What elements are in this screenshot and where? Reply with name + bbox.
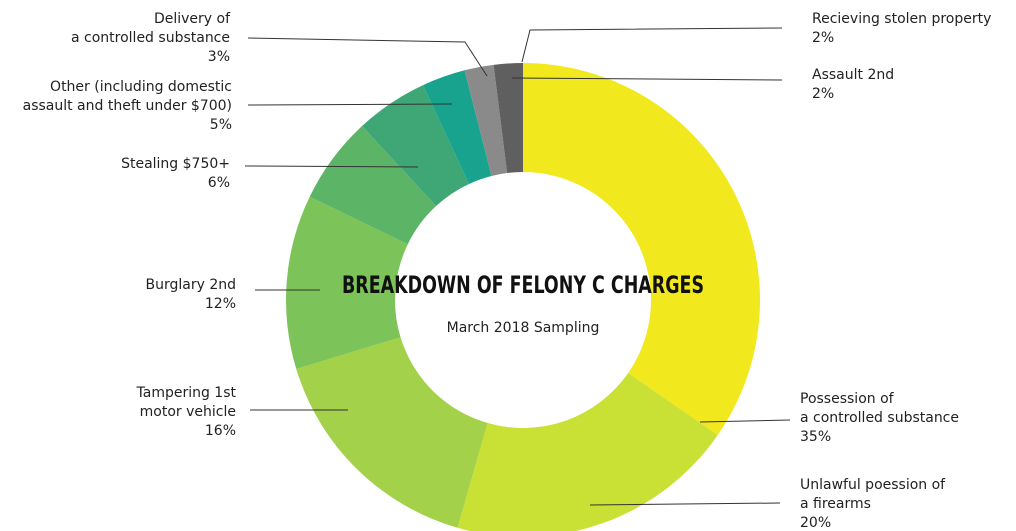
category-name: Unlawful poession of a firearms (800, 477, 946, 512)
slice-label: Recieving stolen property 2% (812, 10, 991, 48)
category-name: Assault 2nd (812, 67, 895, 83)
leader-line (244, 165, 419, 168)
slice (296, 337, 488, 528)
slice-label: Stealing $750+ 6% (121, 155, 230, 193)
slice (493, 63, 523, 173)
slice-label: Tampering 1st motor vehicle 16% (137, 384, 237, 441)
value-label: 2% (812, 30, 835, 46)
chart-title: BREAKDOWN OF FELONY C CHARGES (342, 271, 704, 299)
slice-label: Other (including domestic assault and th… (23, 78, 232, 135)
leader-line (589, 502, 781, 506)
category-name: Recieving stolen property (812, 11, 992, 27)
value-label: 3% (207, 49, 230, 65)
leader-line (511, 77, 783, 81)
value-label: 2% (812, 86, 835, 102)
value-label: 6% (207, 175, 230, 191)
slice-label: Burglary 2nd 12% (145, 276, 236, 314)
slice-label: Possession of a controlled substance 35% (800, 390, 959, 447)
leader-line (247, 37, 488, 77)
slice (362, 85, 470, 207)
slice-label: Assault 2nd 2% (812, 66, 894, 104)
slice (523, 63, 760, 436)
slice (457, 372, 718, 531)
slice (286, 196, 408, 370)
category-name: Burglary 2nd (145, 277, 236, 293)
leader-line (521, 27, 783, 63)
category-name: Possession of a controlled substance (800, 391, 959, 426)
category-name: Stealing $750+ (121, 156, 230, 172)
category-name: Tampering 1st motor vehicle (136, 385, 237, 420)
chart-subtitle: March 2018 Sampling (447, 320, 600, 336)
leader-line (247, 103, 453, 106)
value-label: 20% (800, 515, 832, 531)
slice-label: Delivery of a controlled substance 3% (71, 10, 230, 67)
slice (309, 126, 437, 245)
category-name: Delivery of a controlled substance (71, 11, 230, 46)
slice-label: Unlawful poession of a firearms 20% (800, 476, 945, 531)
slice (464, 64, 508, 176)
value-label: 5% (209, 117, 232, 133)
value-label: 16% (204, 423, 236, 439)
leader-line (699, 419, 791, 423)
slice (423, 70, 492, 184)
slices (286, 63, 760, 531)
value-label: 12% (204, 296, 236, 312)
value-label: 35% (800, 429, 832, 445)
category-name: Other (including domestic assault and th… (22, 79, 232, 114)
